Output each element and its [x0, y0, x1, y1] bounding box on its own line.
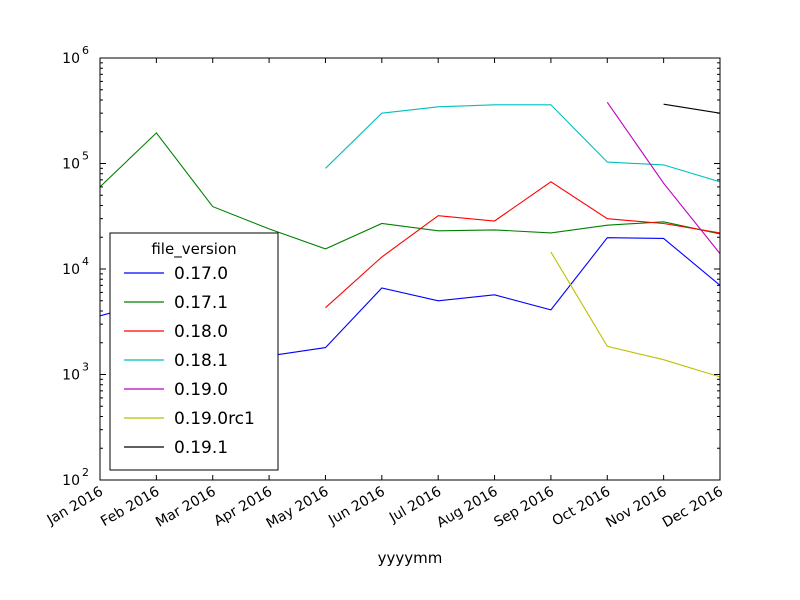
- x-tick-label: Sep 2016: [491, 484, 557, 531]
- y-tick-exponent: 4: [82, 255, 89, 268]
- x-tick-label: May 2016: [264, 484, 332, 532]
- y-tick-exponent: 2: [82, 466, 89, 479]
- x-tick-label: Aug 2016: [434, 484, 500, 532]
- y-tick-label: 10: [62, 473, 80, 489]
- series-line-0.19.0: [606, 101, 720, 254]
- series-group: [100, 101, 720, 378]
- y-tick-exponent: 3: [82, 361, 89, 374]
- series-lines: [100, 101, 720, 378]
- series-line-0.18.0: [325, 181, 720, 309]
- y-tick-label: 10: [62, 157, 80, 173]
- y-tick-label: 10: [62, 51, 80, 67]
- series-line-0.19.1: [663, 103, 720, 114]
- legend-label: 0.17.0: [174, 264, 228, 284]
- y-tick-label: 10: [62, 368, 80, 384]
- series-line-0.17.1: [100, 132, 720, 250]
- legend-items: 0.17.0 0.17.1 0.18.0 0.18.1 0.19.0 0.19.0rc1 0…: [124, 264, 255, 458]
- x-tick-label: Jan 2016: [44, 484, 106, 529]
- y-tick-exponent: 5: [82, 150, 89, 163]
- legend-label: 0.18.1: [174, 351, 228, 371]
- y-tick-exponent: 6: [82, 44, 89, 57]
- x-tick-label: Jun 2016: [325, 484, 388, 529]
- x-tick-label: Feb 2016: [98, 484, 162, 530]
- legend-label: 0.19.0rc1: [174, 409, 255, 429]
- legend-label: 0.19.1: [174, 438, 228, 458]
- x-axis-title: yyyymm: [378, 549, 443, 567]
- series-line-0.18.1: [325, 104, 720, 183]
- legend-label: 0.19.0: [174, 380, 228, 400]
- x-tick-label: Oct 2016: [550, 484, 614, 530]
- x-tick-label: Mar 2016: [153, 484, 219, 531]
- legend-label: 0.17.1: [174, 293, 228, 313]
- y-tick-label: 10: [62, 262, 80, 278]
- legend-title: file_version: [151, 240, 236, 259]
- x-tick-label: Dec 2016: [660, 484, 726, 531]
- series-line-0.19.0rc1: [550, 251, 720, 378]
- x-tick-label: Nov 2016: [603, 484, 669, 532]
- legend: file_version 0.17.00.17.10.18.00.18.10.1…: [109, 232, 279, 471]
- legend-label: 0.18.0: [174, 322, 228, 342]
